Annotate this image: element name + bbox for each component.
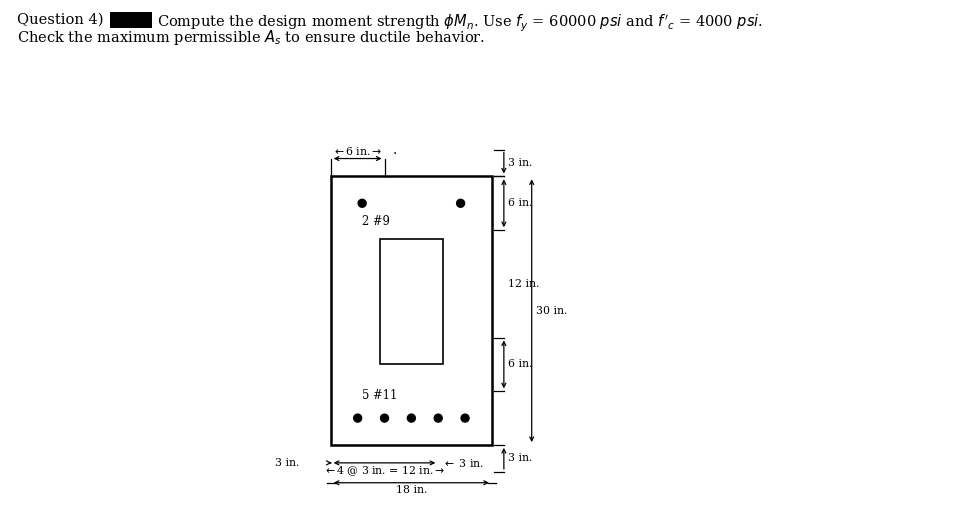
- Text: 2 #9: 2 #9: [362, 215, 389, 228]
- Text: 30 in.: 30 in.: [536, 306, 568, 316]
- Text: 18 in.: 18 in.: [395, 485, 427, 495]
- Circle shape: [408, 414, 415, 422]
- Text: $\leftarrow$4 @ 3 in. = 12 in.$\rightarrow$: $\leftarrow$4 @ 3 in. = 12 in.$\rightarr…: [323, 465, 446, 478]
- Bar: [380, 239, 443, 364]
- Text: 3 in.: 3 in.: [275, 458, 299, 468]
- Circle shape: [381, 414, 389, 422]
- Text: 3 in.: 3 in.: [508, 453, 532, 463]
- Text: $\leftarrow$6 in.$\rightarrow$: $\leftarrow$6 in.$\rightarrow$: [332, 145, 383, 156]
- Text: Compute the design moment strength $\phi M_n$. Use $f_y$ = 60000 $psi$ and $f'_c: Compute the design moment strength $\phi…: [157, 12, 763, 34]
- Text: Question 4): Question 4): [16, 12, 107, 27]
- Text: .: .: [392, 143, 397, 156]
- Text: 6 in.: 6 in.: [508, 359, 532, 369]
- Circle shape: [461, 414, 469, 422]
- Text: $\leftarrow$ 3 in.: $\leftarrow$ 3 in.: [442, 457, 484, 469]
- Text: 12 in.: 12 in.: [508, 279, 539, 289]
- Text: 3 in.: 3 in.: [508, 158, 532, 168]
- Circle shape: [434, 414, 442, 422]
- Text: Check the maximum permissible $A_s$ to ensure ductile behavior.: Check the maximum permissible $A_s$ to e…: [16, 28, 484, 47]
- Circle shape: [354, 414, 362, 422]
- Bar: [331, 176, 492, 445]
- Bar: [110, 12, 152, 28]
- Text: 5 #11: 5 #11: [363, 389, 398, 402]
- Circle shape: [456, 199, 464, 207]
- Circle shape: [358, 199, 367, 207]
- Text: 6 in.: 6 in.: [508, 198, 532, 208]
